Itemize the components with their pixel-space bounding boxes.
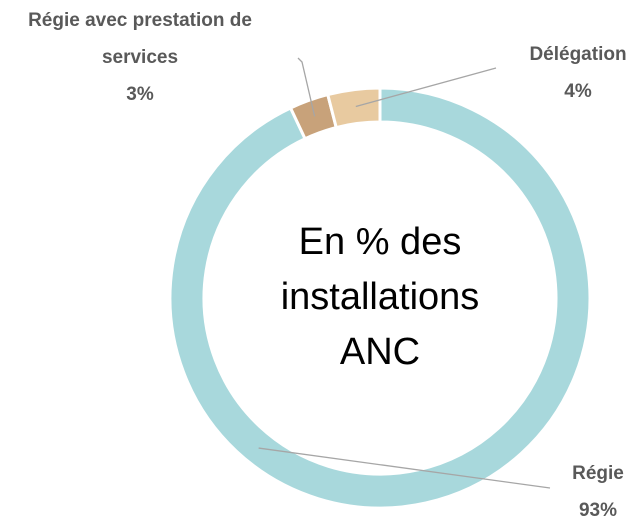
leader-line <box>297 57 316 117</box>
data-label: Régie 93% <box>540 455 643 529</box>
data-label: Délégation 4% <box>500 36 643 110</box>
label-name: Délégation <box>529 44 627 65</box>
label-value: 3% <box>126 84 154 105</box>
label-name: Régie avec prestation de services <box>28 10 252 68</box>
leader-line <box>355 67 497 108</box>
label-value: 4% <box>564 81 592 102</box>
label-name: Régie <box>572 463 624 484</box>
leader-line <box>258 447 551 489</box>
data-label: Régie avec prestation de services 3% <box>0 2 280 113</box>
donut-segment <box>168 86 592 510</box>
center-text: En % des installations ANC <box>280 221 480 373</box>
donut-segment <box>325 86 382 130</box>
label-value: 93% <box>578 500 618 521</box>
